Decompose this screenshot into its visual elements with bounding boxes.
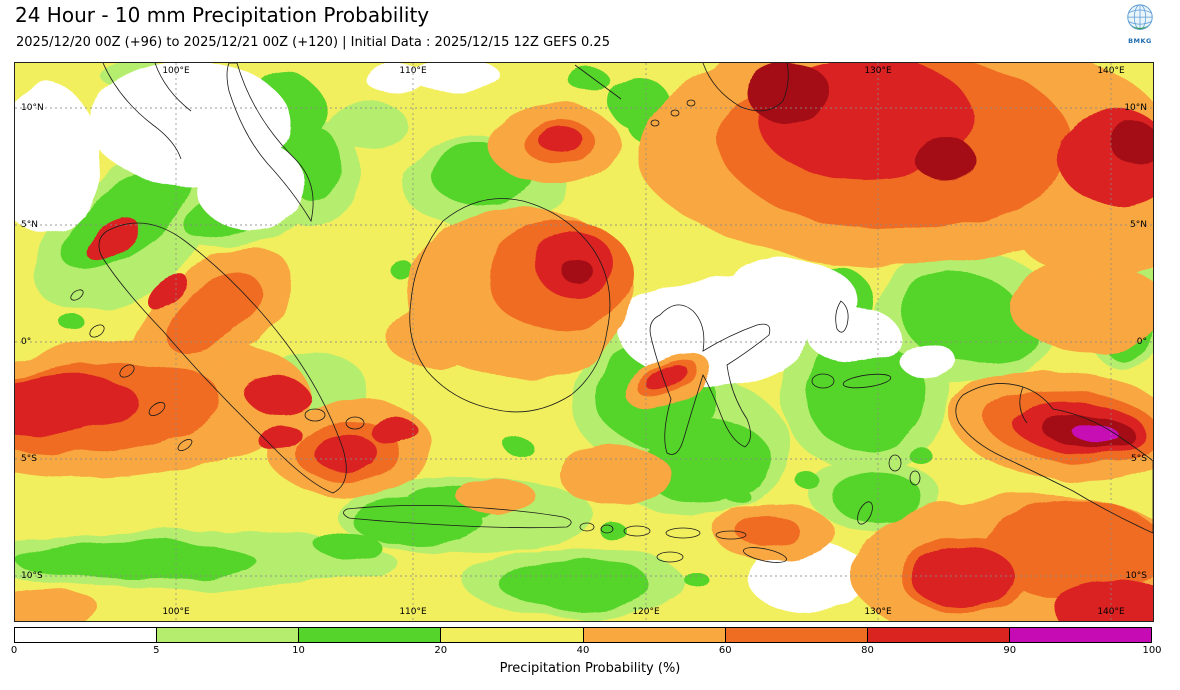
colorbar-tick: 100: [1142, 645, 1162, 656]
colorbar-tick: 10: [292, 645, 305, 656]
lon-label-top: 100°E: [162, 66, 190, 76]
colorbar-tick: 20: [434, 645, 448, 656]
lat-label-right: 5°S: [1131, 454, 1147, 464]
coastlines-layer: [70, 63, 1153, 563]
colorbar-tick: 80: [861, 645, 874, 656]
colorbar-segment: [441, 628, 584, 642]
forecast-period-subtitle: 2025/12/20 00Z (+96) to 2025/12/21 00Z (…: [16, 35, 610, 50]
colorbar-segment: [1009, 628, 1151, 642]
lon-label-bottom: 130°E: [864, 607, 892, 617]
lon-label-top: 110°E: [399, 66, 427, 76]
colorbar-segment: [15, 628, 158, 642]
colorbar-segment: [867, 628, 1010, 642]
lat-label-left: 10°N: [21, 103, 44, 113]
colorbar-segment: [725, 628, 868, 642]
page-title: 24 Hour - 10 mm Precipitation Probabilit…: [15, 3, 430, 27]
gridlines-layer: [15, 63, 1153, 621]
lon-label-bottom: 140°E: [1097, 607, 1125, 617]
colorbar-tick: 90: [1003, 645, 1017, 656]
colorbar-tick: 60: [718, 645, 732, 656]
globe-icon: [1127, 4, 1153, 30]
lat-label-left: 5°N: [21, 220, 38, 230]
colorbar-ticks: 0 5 10 20 40 60 80 90 100: [10, 645, 1162, 658]
lat-label-right: 10°S: [1125, 571, 1147, 581]
bmkg-logo: BMKG: [1120, 3, 1160, 45]
lon-label-bottom: 120°E: [632, 607, 660, 617]
bmkg-logo-label: BMKG: [1128, 37, 1152, 45]
lat-label-right: 5°N: [1130, 220, 1147, 230]
precipitation-field: [15, 63, 1153, 621]
colorbar: [14, 627, 1152, 643]
colorbar-label: Precipitation Probability (%): [499, 661, 681, 676]
probability-blobs-layer: [15, 63, 1153, 621]
lon-label-top: 130°E: [864, 66, 892, 76]
colorbar-segment: [583, 628, 726, 642]
colorbar-tick: 0: [10, 645, 18, 656]
colorbar-segment: [299, 628, 442, 642]
lat-label-right: 10°N: [1124, 103, 1147, 113]
colorbar-tick: 40: [576, 645, 590, 656]
lat-label-left: 5°S: [21, 454, 37, 464]
colorbar-tick: 5: [153, 645, 160, 656]
lat-label-right: 0°: [1136, 337, 1147, 347]
lon-label-bottom: 110°E: [399, 607, 427, 617]
lon-label-top: 140°E: [1097, 66, 1125, 76]
colorbar-segment: [157, 628, 300, 642]
lat-label-left: 10°S: [21, 571, 43, 581]
lat-label-left: 0°: [21, 337, 32, 347]
lon-label-bottom: 100°E: [162, 607, 190, 617]
precipitation-map: 10°N 5°N 0° 5°S 10°S 10°N 5°N 0° 5°S 10°…: [14, 62, 1154, 622]
